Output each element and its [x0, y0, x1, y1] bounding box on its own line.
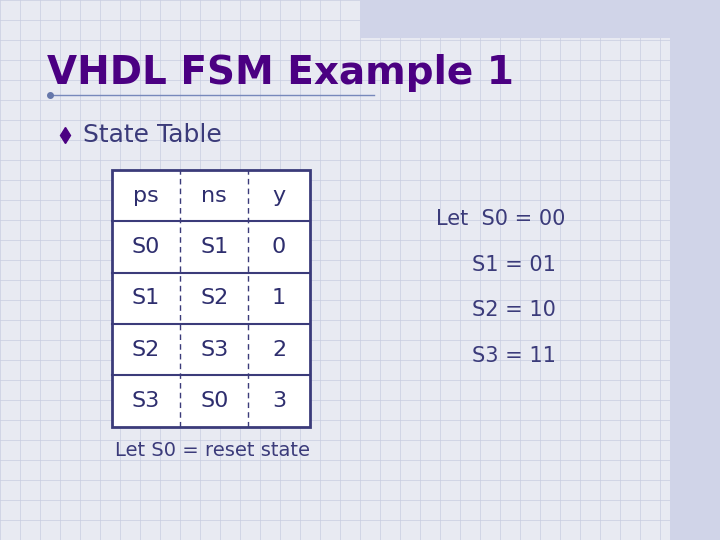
Text: S2: S2 [200, 288, 228, 308]
Text: S1: S1 [200, 237, 228, 257]
Text: S1: S1 [132, 288, 160, 308]
Text: S2 = 10: S2 = 10 [472, 300, 555, 321]
Text: VHDL FSM Example 1: VHDL FSM Example 1 [47, 54, 513, 92]
Bar [112, 170, 310, 427]
Text: 2: 2 [272, 340, 286, 360]
Text: S3 = 11: S3 = 11 [472, 346, 555, 367]
Bar [670, 38, 720, 540]
Text: y: y [272, 186, 286, 206]
Text: 3: 3 [272, 391, 286, 411]
Text: S1 = 01: S1 = 01 [472, 254, 555, 275]
Text: Let  S0 = 00: Let S0 = 00 [436, 208, 565, 229]
Text: 0: 0 [272, 237, 286, 257]
Text: State Table: State Table [83, 123, 222, 147]
Text: S2: S2 [132, 340, 160, 360]
Text: S3: S3 [200, 340, 228, 360]
Text: S0: S0 [200, 391, 228, 411]
Bar [360, 0, 720, 38]
Text: S3: S3 [132, 391, 160, 411]
Text: ns: ns [202, 186, 227, 206]
Text: 1: 1 [272, 288, 286, 308]
Text: ps: ps [133, 186, 158, 206]
Text: Let S0 = reset state: Let S0 = reset state [115, 441, 310, 461]
Text: S0: S0 [132, 237, 160, 257]
